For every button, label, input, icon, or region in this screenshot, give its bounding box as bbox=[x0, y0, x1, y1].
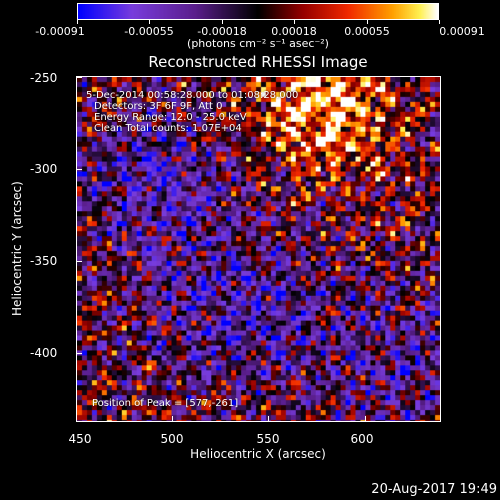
info-time: 5-Dec-2014 00:58:28.000 to 01:08:28.000 bbox=[86, 90, 299, 101]
colorbar-tick bbox=[222, 20, 223, 24]
x-tick-label: 600 bbox=[350, 432, 374, 446]
y-tick bbox=[76, 77, 82, 78]
info-method: Clean Total counts: 1.07E+04 bbox=[94, 123, 242, 134]
footer-date: 20-Aug-2017 19:49 bbox=[371, 482, 497, 497]
colorbar-tick-label: 0.00055 bbox=[344, 25, 390, 38]
colorbar-tick-label: -0.00055 bbox=[124, 25, 174, 38]
colorbar-tick bbox=[439, 20, 440, 24]
y-axis-label: Heliocentric Y (arcsec) bbox=[10, 181, 24, 316]
y-tick-label: -400 bbox=[30, 346, 58, 360]
colorbar-tick bbox=[149, 20, 150, 24]
peak-position: Position of Peak = [577,-261] bbox=[92, 398, 239, 409]
colorbar bbox=[77, 3, 439, 20]
x-tick-label: 450 bbox=[68, 432, 92, 446]
rhessi-image-pixels bbox=[77, 77, 440, 421]
y-tick bbox=[76, 353, 82, 354]
y-tick-label: -300 bbox=[30, 162, 58, 176]
x-tick bbox=[365, 416, 366, 422]
y-tick bbox=[76, 169, 82, 170]
x-tick-label: 550 bbox=[256, 432, 280, 446]
x-tick bbox=[76, 416, 77, 422]
colorbar-tick bbox=[77, 20, 78, 24]
colorbar-tick-label: -0.00018 bbox=[197, 25, 247, 38]
info-energy: Energy Range: 12.0 - 25.0 keV bbox=[94, 112, 247, 123]
info-detectors: Detectors: 3F 6F 9F, Att 0 bbox=[94, 101, 223, 112]
x-axis-label: Heliocentric X (arcsec) bbox=[190, 447, 326, 461]
rhessi-image bbox=[76, 76, 441, 422]
image-title: Reconstructed RHESSI Image bbox=[148, 53, 368, 71]
colorbar-tick bbox=[367, 20, 368, 24]
x-tick bbox=[172, 416, 173, 422]
y-tick-label: -350 bbox=[30, 254, 58, 268]
colorbar-tick bbox=[294, 20, 295, 24]
x-tick-label: 500 bbox=[160, 432, 184, 446]
x-tick bbox=[268, 416, 269, 422]
colorbar-tick-label: 0.00091 bbox=[439, 25, 485, 38]
y-tick-label: -250 bbox=[30, 71, 58, 85]
y-tick bbox=[76, 261, 82, 262]
colorbar-tick-label: -0.00091 bbox=[35, 25, 85, 38]
colorbar-units: (photons cm⁻² s⁻¹ asec⁻²) bbox=[187, 37, 329, 50]
colorbar-tick-label: 0.00018 bbox=[271, 25, 317, 38]
colorbar-gradient bbox=[78, 4, 438, 19]
